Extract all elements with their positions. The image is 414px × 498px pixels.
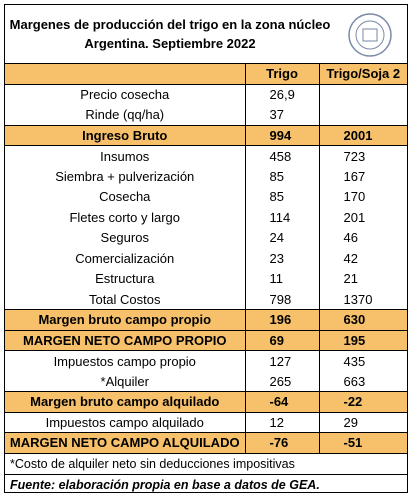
table-row: Insumos 458 723 [5,145,407,166]
cell-value: 127 [245,350,320,371]
table-row: Rinde (qq/ha) 37 [5,104,407,126]
table-row: MARGEN NETO CAMPO ALQUILADO -76 -51 [5,432,407,454]
title: Margenes de producción del trigo en la z… [5,5,335,63]
row-label: Impuestos campo propio [5,350,246,371]
logo [348,13,392,57]
table-row: Seguros 24 46 [5,227,407,248]
table-row: Margen bruto campo alquilado -64 -22 [5,391,407,413]
cell-value [319,105,407,126]
row-label: Estructura [5,268,246,289]
cell-value: 12 [245,412,320,433]
cell-value: 24 [245,227,320,248]
row-label: Impuestos campo alquilado [5,412,246,433]
title-line: Margenes de producción del trigo en la z… [9,17,331,32]
row-label: Cosecha [5,186,246,207]
header-row: Trigo Trigo/Soja 2 [5,63,407,85]
cell-value: 201 [343,209,366,225]
row-label: Fletes corto y largo [5,207,246,228]
cell-value: 170 [343,189,366,205]
cell-value: 42 [343,250,358,266]
cell-value [319,84,407,105]
cell-value: 11 [245,268,320,289]
header-cell: Trigo [245,63,320,85]
cell-value: 663 [343,373,366,389]
table-row: Precio cosecha 26,9 [5,84,407,105]
table-row: MARGEN NETO CAMPO PROPIO 69 195 [5,329,407,351]
cell-value: 29 [343,414,358,430]
row-label: *Alquiler [5,371,246,392]
cell-value: 37 [245,104,320,125]
table-row: Impuestos campo propio 127 435 [5,350,407,371]
cell-value: 26,9 [245,84,320,105]
title-line: Argentina. Septiembre 2022 [84,36,256,51]
cell-value: 195 [319,329,407,351]
row-label: Seguros [5,227,246,248]
header-cell: Trigo/Soja 2 [319,63,407,85]
source: Fuente: elaboración propia en base a dat… [5,474,407,495]
row-label: MARGEN NETO CAMPO PROPIO [5,329,246,351]
footnote: *Costo de alquiler neto sin deducciones … [5,453,407,474]
cell-value: 798 [245,289,320,310]
data-table: Trigo Trigo/Soja 2 Precio cosecha 26,9 Rinde… [5,63,407,454]
cell-value: -51 [319,432,407,454]
cell-value: 85 [245,186,320,207]
cell-value: -22 [319,391,407,413]
header-cell [5,63,246,85]
row-label: Comercialización [5,248,246,269]
cell-value: 167 [343,168,366,184]
table-row: Fletes corto y largo 114 201 [5,207,407,228]
cell-value: 2001 [319,124,407,146]
cell-value: 630 [319,309,407,331]
cell-value: 85 [245,166,320,187]
table-row: Ingreso Bruto 994 2001 [5,124,407,146]
table-row: Impuestos campo alquilado 12 29 [5,412,407,433]
table-row: Siembra + pulverización 85 167 [5,166,407,187]
row-label: Rinde (qq/ha) [5,104,246,125]
cell-value: 21 [343,271,358,287]
cell-value: -76 [245,432,320,454]
row-label: Insumos [5,145,246,166]
table-frame: Margenes de producción del trigo en la z… [4,4,408,493]
table-row: *Alquiler 265 663 [5,371,407,392]
notes: *Costo de alquiler neto sin deducciones … [5,453,407,495]
table-row: Total Costos 798 1370 [5,289,407,310]
cell-value: 435 [343,353,366,369]
cell-value: 1370 [343,291,373,307]
table-row: Cosecha 85 170 [5,186,407,207]
cell-value: 196 [245,309,320,331]
cell-value: -64 [245,391,320,413]
cell-value: 46 [343,230,358,246]
row-label: Total Costos [5,289,246,310]
cell-value: 114 [245,207,320,228]
row-label: Precio cosecha [5,84,246,105]
table-row: Comercialización 23 42 [5,248,407,269]
row-label: Siembra + pulverización [5,166,246,187]
table-row: Margen bruto campo propio 196 630 [5,309,407,331]
cell-value: 265 [245,371,320,392]
cell-value: 994 [245,124,320,146]
row-label: Ingreso Bruto [5,124,246,146]
cell-value: 458 [245,145,320,166]
row-label: MARGEN NETO CAMPO ALQUILADO [5,432,246,454]
cell-value: 23 [245,248,320,269]
row-label: Margen bruto campo propio [5,309,246,331]
cell-value: 69 [245,329,320,351]
row-label: Margen bruto campo alquilado [5,391,246,413]
cell-value: 723 [343,148,366,164]
table-row: Estructura 11 21 [5,268,407,289]
